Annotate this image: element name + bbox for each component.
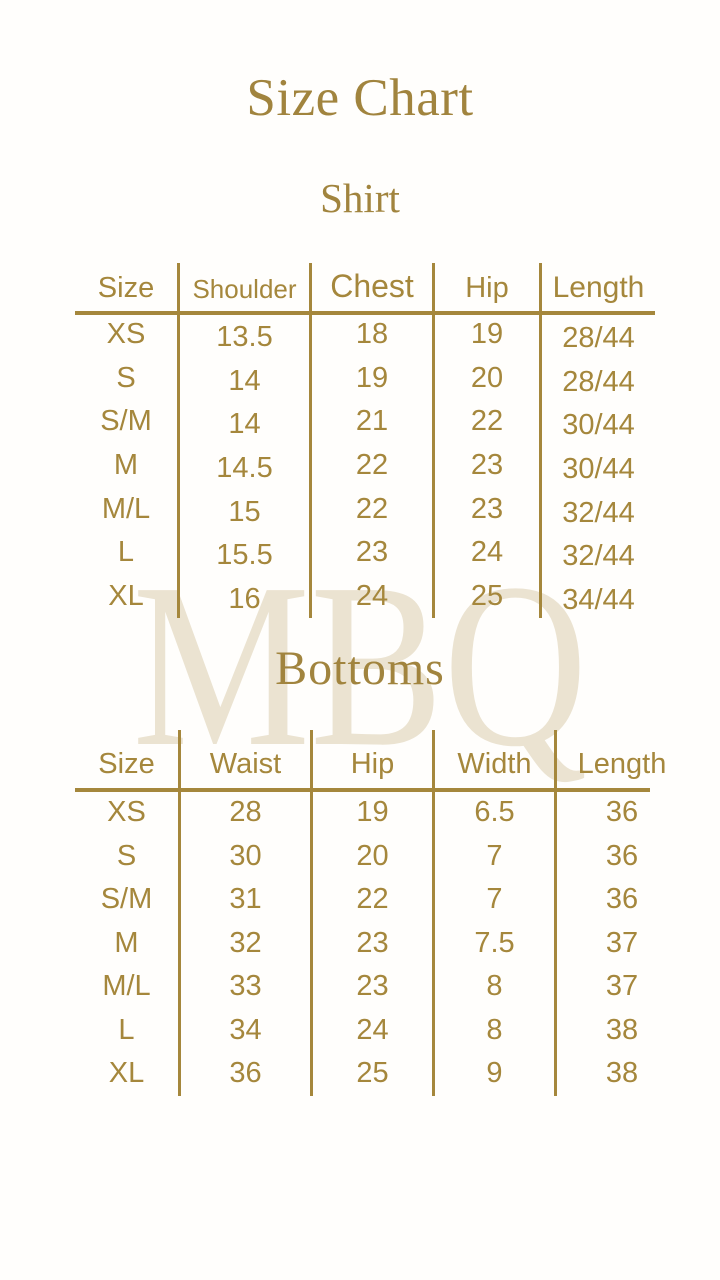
measurement-value: 30 — [181, 834, 313, 878]
size-label: M — [75, 921, 181, 965]
bottoms-section-title: Bottoms — [275, 642, 445, 695]
size-label: S/M — [75, 878, 181, 922]
measurement-value: 16 — [180, 574, 312, 619]
size-label: L — [75, 530, 180, 575]
measurement-value: 14 — [180, 400, 312, 444]
size-label: S — [75, 356, 180, 401]
measurement-value: 32/44 — [562, 496, 635, 529]
measurement-value: 20 — [313, 834, 435, 878]
measurement-value: 36 — [605, 796, 639, 829]
page-title: Size Chart — [246, 69, 474, 127]
measurement-value: 9 — [435, 1052, 557, 1096]
measurement-value: 34/44 — [562, 583, 635, 616]
measurement-value: 28/44 — [562, 365, 635, 398]
measurement-value: 19 — [312, 356, 435, 401]
measurement-value: 23 — [435, 487, 542, 531]
measurement-value: 21 — [312, 400, 435, 444]
measurement-value: 32/44 — [562, 540, 635, 573]
measurement-value: 23 — [313, 965, 435, 1009]
size-label: S/M — [75, 400, 180, 444]
measurement-value: 18 — [312, 313, 435, 357]
measurement-value: 32 — [181, 921, 313, 965]
measurement-value: 28/44 — [562, 322, 635, 355]
column-header-length: Length — [552, 271, 645, 304]
size-label: S — [75, 834, 181, 878]
measurement-value: 38 — [605, 1057, 639, 1090]
size-label: M/L — [75, 487, 180, 531]
measurement-value: 37 — [605, 926, 639, 959]
measurement-value: 25 — [435, 574, 542, 619]
column-header-waist: Waist — [181, 730, 313, 791]
measurement-value: 15.5 — [180, 530, 312, 575]
measurement-value: 14.5 — [180, 443, 312, 488]
measurement-value: 22 — [312, 443, 435, 488]
measurement-value: 36 — [181, 1052, 313, 1096]
measurement-value: 34 — [181, 1008, 313, 1052]
column-header-hip: Hip — [313, 730, 435, 791]
measurement-value: 37 — [605, 970, 639, 1003]
size-label: L — [75, 1008, 181, 1052]
measurement-value: 15 — [180, 487, 312, 531]
column-header-hip: Hip — [435, 263, 542, 313]
shirt-section-title: Shirt — [320, 175, 400, 221]
shirt-size-table: Size Shoulder Chest Hip Length XS 13.5 18 19 28/4… — [75, 263, 655, 619]
measurement-value: 13.5 — [180, 313, 312, 357]
measurement-value: 20 — [435, 356, 542, 401]
measurement-value: 24 — [435, 530, 542, 575]
measurement-value: 38 — [605, 1013, 639, 1046]
measurement-value: 30/44 — [562, 409, 635, 442]
measurement-value: 36 — [605, 883, 639, 916]
measurement-value: 7 — [435, 834, 557, 878]
size-label: M — [75, 443, 180, 488]
measurement-value: 6.5 — [435, 791, 557, 835]
measurement-value: 8 — [435, 1008, 557, 1052]
shirt-header-divider-line — [75, 311, 655, 315]
size-label: XS — [75, 791, 181, 835]
measurement-value: 30/44 — [562, 453, 635, 486]
measurement-value: 14 — [180, 356, 312, 401]
measurement-value: 23 — [312, 530, 435, 575]
measurement-value: 36 — [605, 839, 639, 872]
measurement-value: 31 — [181, 878, 313, 922]
measurement-value: 28 — [181, 791, 313, 835]
column-header-shoulder: Shoulder — [180, 263, 312, 313]
measurement-value: 7.5 — [435, 921, 557, 965]
size-label: XL — [75, 574, 180, 619]
measurement-value: 8 — [435, 965, 557, 1009]
size-label: XS — [75, 313, 180, 357]
measurement-value: 33 — [181, 965, 313, 1009]
measurement-value: 19 — [435, 313, 542, 357]
column-header-size: Size — [75, 730, 181, 791]
column-header-chest: Chest — [312, 263, 435, 313]
measurement-value: 22 — [435, 400, 542, 444]
column-header-size: Size — [75, 263, 180, 313]
measurement-value: 24 — [313, 1008, 435, 1052]
measurement-value: 22 — [313, 878, 435, 922]
measurement-value: 23 — [313, 921, 435, 965]
measurement-value: 22 — [312, 487, 435, 531]
measurement-value: 24 — [312, 574, 435, 619]
column-header-width: Width — [435, 730, 557, 791]
measurement-value: 7 — [435, 878, 557, 922]
brand-watermark: MBQ — [132, 535, 588, 795]
column-header-length: Length — [577, 748, 667, 780]
size-label: M/L — [75, 965, 181, 1009]
measurement-value: 19 — [313, 791, 435, 835]
bottoms-size-table: Size Waist Hip Width Length XS 28 19 6.5 36 S 30 20 7… — [75, 730, 687, 1096]
bottoms-header-divider-line — [75, 788, 650, 792]
measurement-value: 25 — [313, 1052, 435, 1096]
size-label: XL — [75, 1052, 181, 1096]
measurement-value: 23 — [435, 443, 542, 488]
